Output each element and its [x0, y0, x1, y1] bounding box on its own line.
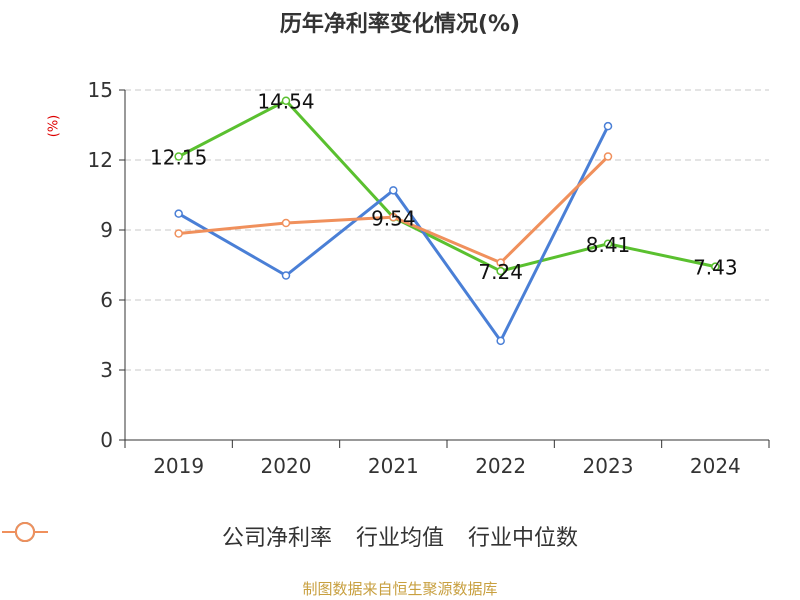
data-point	[281, 96, 291, 105]
data-point	[281, 271, 291, 280]
series-line	[177, 125, 610, 343]
data-label: 14.54	[257, 90, 314, 114]
data-point	[603, 121, 613, 131]
y-tick-label: 6	[100, 288, 113, 312]
grid-lines	[125, 89, 769, 371]
legend-item: 行业中位数	[2, 520, 579, 552]
x-tick-label: 2021	[368, 454, 419, 478]
axes: 0 3 6 9 12 15 2019 2020 2021 2022 2023 2024	[88, 78, 770, 478]
data-point	[711, 262, 720, 271]
legend-symbol-icon	[2, 522, 48, 542]
y-tick-label: 3	[100, 358, 113, 382]
legend-item: 公司净利率	[2, 520, 332, 552]
data-label: 12.15	[150, 146, 207, 170]
chart-title: 历年净利率变化情况(%)	[279, 12, 521, 37]
data-label: 8.41	[586, 233, 631, 257]
y-tick-label: 9	[100, 218, 113, 242]
y-tick-label: 12	[88, 148, 113, 172]
data-label: 7.43	[693, 256, 738, 280]
y-tick-label: 0	[100, 428, 113, 452]
data-labels: 12.15 14.54 9.54 7.24 8.41 7.43	[150, 90, 738, 284]
x-tick-label: 2024	[690, 454, 741, 478]
data-point	[174, 209, 183, 218]
data-point	[496, 266, 505, 276]
data-point	[281, 218, 291, 228]
legend-label: 行业中位数	[468, 526, 579, 551]
x-tick-label: 2023	[583, 454, 634, 478]
x-tick-label: 2022	[475, 454, 526, 478]
data-point	[389, 212, 398, 222]
x-tick-label: 2020	[261, 454, 312, 478]
series-lines	[174, 96, 720, 346]
data-point	[174, 229, 183, 238]
legend-label: 行业均值	[355, 526, 444, 551]
y-tick-label: 15	[88, 78, 113, 102]
legend-label: 公司净利率	[221, 526, 332, 551]
legend-item: 行业均值	[2, 520, 444, 552]
data-label: 9.54	[371, 206, 416, 230]
source-note: 制图数据来自恒生聚源数据库	[302, 580, 498, 598]
data-point	[603, 152, 613, 161]
data-point	[603, 239, 613, 249]
data-point	[496, 258, 505, 267]
data-point	[389, 186, 398, 195]
legend: 公司净利率 行业均值 行业中位数	[0, 520, 800, 552]
data-label: 7.24	[478, 260, 523, 284]
data-point	[496, 336, 505, 346]
data-point	[174, 152, 183, 161]
x-tick-label: 2019	[153, 454, 204, 478]
series-line	[177, 99, 716, 273]
